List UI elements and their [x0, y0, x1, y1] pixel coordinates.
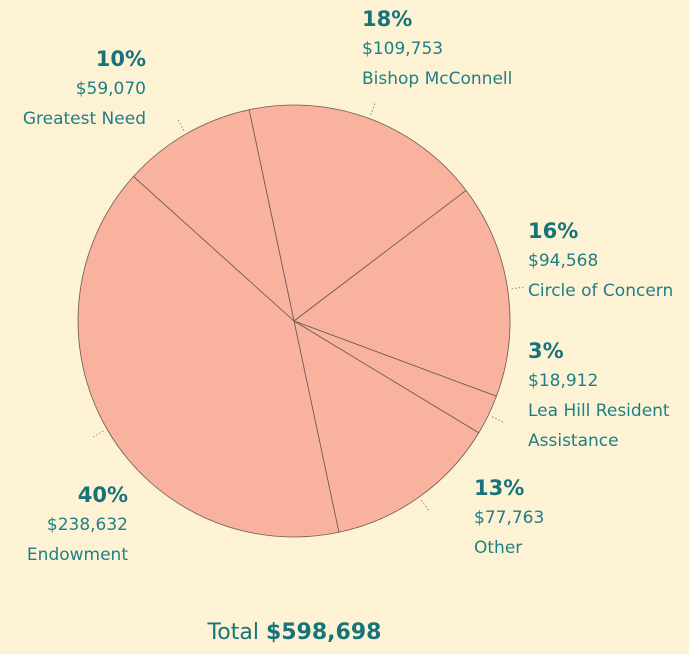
slice	[293, 320, 480, 533]
slice-label: 18% $109,753 Bishop McConnell	[362, 4, 562, 94]
leader-line	[421, 500, 429, 511]
amount-label: $238,632	[46, 515, 128, 535]
leader-line	[491, 416, 504, 423]
slice-label: 10% $59,070 Greatest Need	[0, 44, 146, 134]
leader-line	[511, 286, 524, 290]
category-label: Greatest Need	[22, 109, 146, 129]
slice	[293, 189, 511, 397]
slice	[77, 175, 340, 538]
amount-label: $18,912	[528, 371, 599, 391]
leader-line	[92, 430, 104, 438]
category-label: Lea Hill Resident Assistance	[528, 401, 670, 451]
leader-line	[177, 119, 185, 131]
total-text: Total	[207, 620, 259, 645]
percent-label: 18%	[362, 7, 413, 31]
amount-label: $94,568	[528, 251, 599, 271]
category-label: Bishop McConnell	[362, 69, 513, 89]
percent-label: 3%	[528, 339, 564, 363]
category-label: Endowment	[26, 545, 128, 565]
amount-label: $77,763	[474, 508, 545, 528]
total-value: $598,698	[265, 620, 382, 645]
percent-label: 16%	[528, 219, 579, 243]
slice	[132, 109, 295, 323]
slice-label: 3% $18,912 Lea Hill Resident Assistance	[528, 336, 688, 456]
category-label: Circle of Concern	[528, 281, 674, 301]
percent-label: 40%	[77, 483, 128, 507]
slice	[248, 104, 467, 322]
category-label: Other	[474, 538, 523, 558]
slice-label: 40% $238,632 Endowment	[0, 480, 128, 570]
total: Total $598,698	[0, 620, 589, 645]
percent-label: 13%	[474, 476, 525, 500]
amount-label: $59,070	[75, 79, 146, 99]
percent-label: 10%	[95, 47, 146, 71]
leader-line	[370, 103, 376, 115]
amount-label: $109,753	[362, 39, 444, 59]
slice-label: 13% $77,763 Other	[474, 473, 624, 563]
slice-label: 16% $94,568 Circle of Concern	[528, 216, 689, 306]
